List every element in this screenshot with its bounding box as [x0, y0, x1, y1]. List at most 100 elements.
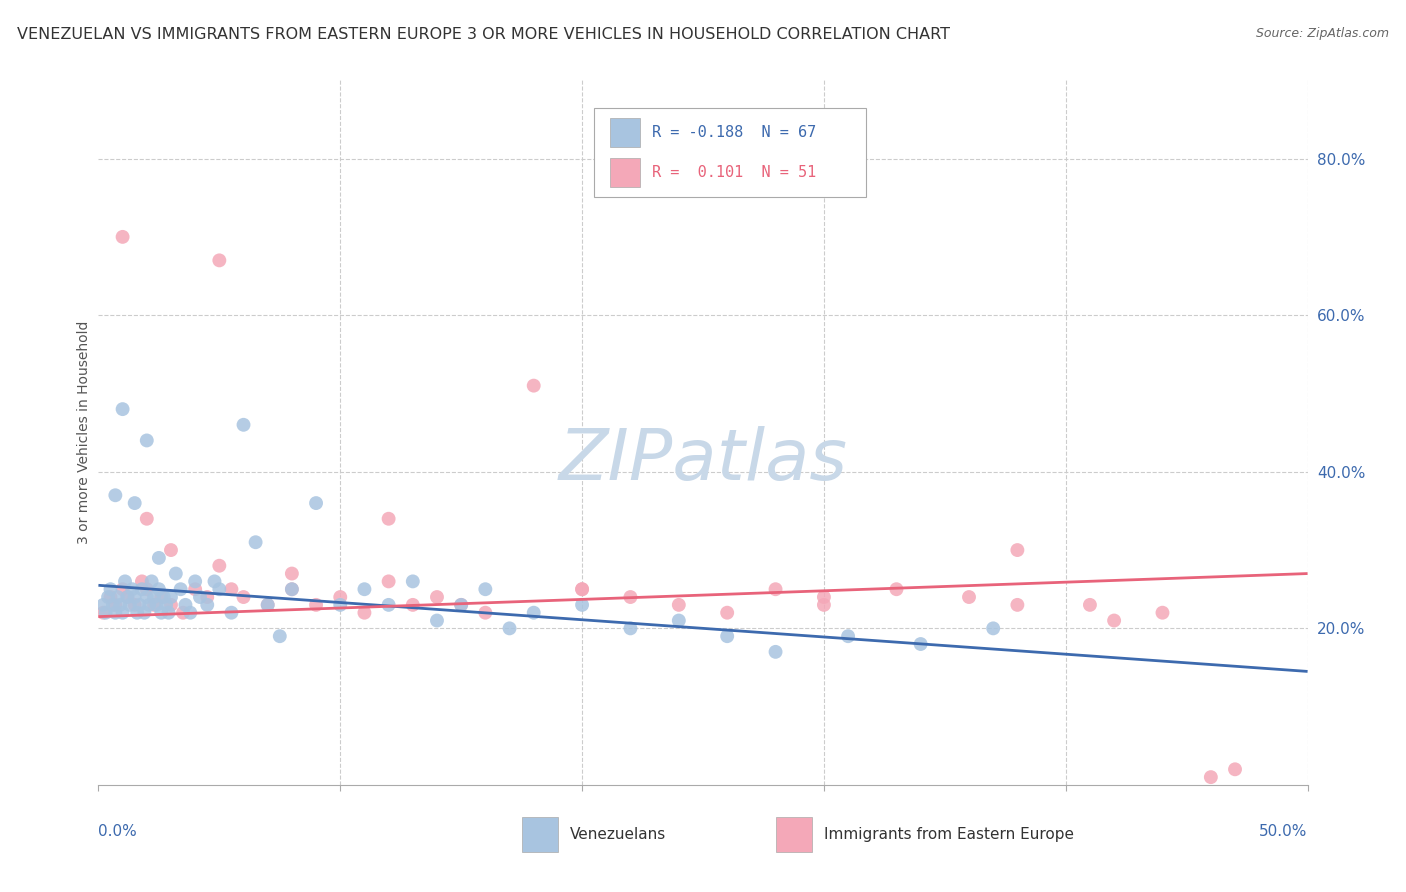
Point: [127, 606, 149, 620]
Point: [571, 598, 593, 612]
Point: [91, 606, 114, 620]
Point: [305, 496, 328, 510]
Point: [668, 614, 690, 628]
Point: [135, 512, 157, 526]
Point: [160, 543, 183, 558]
Text: Immigrants from Eastern Europe: Immigrants from Eastern Europe: [824, 827, 1074, 842]
Point: [281, 582, 304, 597]
Point: [157, 606, 180, 620]
Point: [1223, 762, 1246, 776]
Text: Source: ZipAtlas.com: Source: ZipAtlas.com: [1256, 27, 1389, 40]
Point: [450, 598, 472, 612]
Point: [94, 606, 117, 620]
Point: [179, 606, 201, 620]
Point: [329, 598, 352, 612]
Y-axis label: 3 or more Vehicles in Household: 3 or more Vehicles in Household: [77, 321, 91, 544]
Point: [135, 590, 157, 604]
Text: ZIPatlas: ZIPatlas: [558, 426, 848, 495]
Point: [131, 574, 153, 589]
FancyBboxPatch shape: [522, 817, 558, 852]
Point: [426, 614, 449, 628]
Text: 50.0%: 50.0%: [1260, 823, 1308, 838]
Point: [124, 496, 146, 510]
Point: [104, 488, 127, 502]
Point: [886, 582, 908, 597]
Point: [150, 606, 173, 620]
Point: [232, 417, 254, 432]
Point: [172, 606, 194, 620]
Point: [128, 598, 150, 612]
Point: [124, 598, 146, 612]
Point: [208, 253, 231, 268]
Text: Venezuelans: Venezuelans: [569, 827, 666, 842]
Point: [150, 590, 173, 604]
Point: [474, 606, 496, 620]
Point: [208, 558, 231, 573]
Point: [188, 590, 211, 604]
Point: [117, 590, 139, 604]
Point: [97, 590, 120, 604]
Point: [148, 550, 170, 565]
FancyBboxPatch shape: [776, 817, 811, 852]
Point: [221, 582, 243, 597]
Point: [1007, 598, 1029, 612]
FancyBboxPatch shape: [610, 158, 640, 187]
Point: [245, 535, 267, 549]
Point: [765, 582, 787, 597]
Point: [377, 512, 399, 526]
Point: [148, 582, 170, 597]
Point: [716, 629, 738, 643]
Point: [619, 590, 641, 604]
Point: [281, 566, 304, 581]
Point: [1078, 598, 1101, 612]
Point: [957, 590, 980, 604]
Point: [269, 629, 291, 643]
Point: [155, 598, 177, 612]
Point: [1152, 606, 1174, 620]
Point: [619, 621, 641, 635]
Point: [131, 582, 153, 597]
Point: [281, 582, 304, 597]
Point: [523, 378, 546, 392]
Point: [141, 574, 163, 589]
Point: [716, 606, 738, 620]
Point: [100, 582, 122, 597]
Point: [195, 598, 218, 612]
Point: [377, 598, 399, 612]
Point: [174, 598, 197, 612]
Point: [402, 574, 425, 589]
Point: [910, 637, 932, 651]
Point: [232, 590, 254, 604]
Point: [765, 645, 787, 659]
Point: [208, 582, 231, 597]
Point: [184, 574, 207, 589]
Point: [111, 230, 134, 244]
Point: [138, 598, 160, 612]
Point: [107, 590, 129, 604]
Point: [377, 574, 399, 589]
Point: [668, 598, 690, 612]
Point: [813, 590, 835, 604]
Point: [571, 582, 593, 597]
Point: [114, 574, 136, 589]
Text: R = -0.188  N = 67: R = -0.188 N = 67: [652, 125, 817, 140]
Point: [329, 590, 352, 604]
Point: [256, 598, 278, 612]
Point: [204, 574, 226, 589]
Point: [135, 434, 157, 448]
Point: [184, 582, 207, 597]
Point: [474, 582, 496, 597]
FancyBboxPatch shape: [610, 118, 640, 147]
Point: [165, 566, 187, 581]
Point: [160, 598, 183, 612]
Point: [450, 598, 472, 612]
FancyBboxPatch shape: [595, 109, 866, 196]
Point: [1199, 770, 1222, 784]
Point: [143, 598, 166, 612]
Text: 0.0%: 0.0%: [98, 823, 138, 838]
Point: [104, 606, 127, 620]
Point: [305, 598, 328, 612]
Point: [1007, 543, 1029, 558]
Point: [498, 621, 520, 635]
Point: [402, 598, 425, 612]
